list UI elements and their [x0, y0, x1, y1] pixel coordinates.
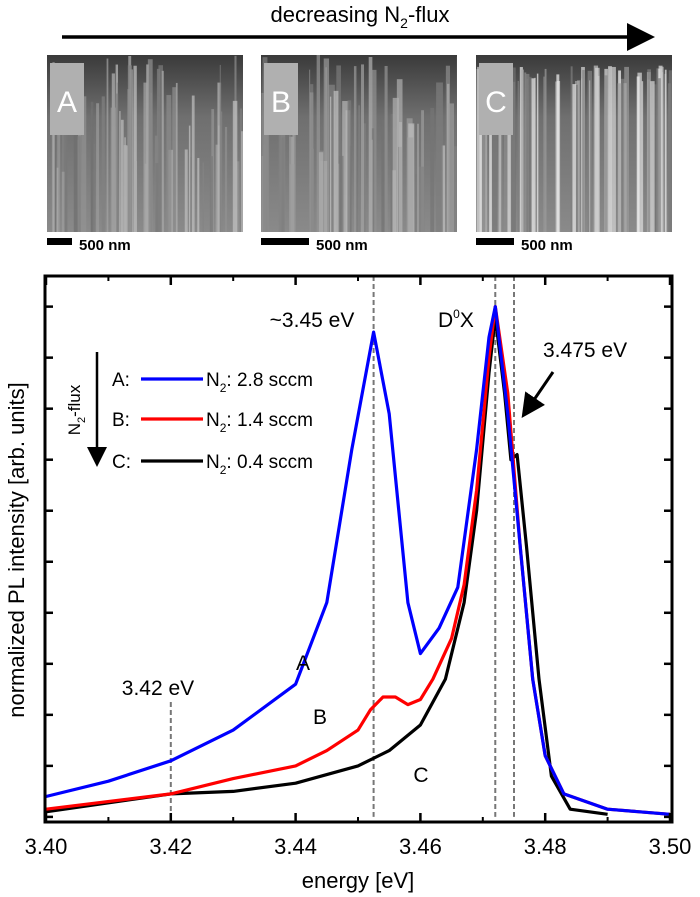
sem-image-c: C 500 nm	[476, 55, 672, 254]
pl-spectrum-plot: A B C 3.40 3.42 3.44 3.46 3.48 3.50 energy [eV] no…	[4, 274, 692, 893]
legend-key: C:	[112, 452, 131, 473]
figure-title: decreasing N2-flux	[271, 2, 450, 31]
scale-bar-label: 500 nm	[316, 237, 368, 254]
scale-bar	[261, 238, 309, 245]
scale-bar-label: 500 nm	[521, 237, 573, 254]
x-tick-label: 3.50	[649, 834, 692, 859]
x-tick-label: 3.42	[149, 834, 192, 859]
sem-panel-label: B	[271, 86, 291, 119]
sem-image-b: B 500 nm	[261, 55, 457, 254]
legend-label: N2: 2.8 sccm	[206, 370, 313, 395]
scale-bar	[47, 238, 72, 245]
curve-label-B: B	[313, 706, 327, 729]
legend-label: N2: 0.4 sccm	[206, 452, 313, 477]
x-tick-label: 3.40	[25, 834, 68, 859]
legend-entry-B: B: N2: 1.4 sccm	[112, 410, 313, 435]
series-line-B	[45, 305, 671, 816]
x-tick-label: 3.44	[274, 834, 317, 859]
x-axis-label: energy [eV]	[302, 868, 415, 893]
sem-panel-label: C	[485, 86, 507, 119]
legend-entry-C: C: N2: 0.4 sccm	[112, 452, 313, 477]
annotation-342: 3.42 eV	[122, 677, 194, 700]
legend-key: B:	[112, 410, 130, 431]
scale-bar-label: 500 nm	[79, 237, 131, 254]
series-line-C	[45, 315, 608, 816]
annotation-peak-345: ~3.45 eV	[270, 309, 355, 332]
annotation-shoulder: 3.475 eV	[543, 339, 627, 362]
legend-entry-A: A: N2: 2.8 sccm	[112, 370, 313, 395]
legend-label: N2: 1.4 sccm	[206, 410, 313, 435]
y-axis-label: normalized PL intensity [arb. units]	[4, 382, 29, 717]
scale-bar	[476, 238, 514, 245]
x-tick-label: 3.48	[524, 834, 567, 859]
legend-arrow-label: N2-flux	[65, 384, 88, 435]
sem-image-a: A 500 nm	[47, 55, 243, 254]
curve-label-A: A	[296, 652, 310, 675]
x-tick-label: 3.46	[399, 834, 442, 859]
series-line-A	[45, 305, 671, 816]
legend: N2-flux A: N2: 2.8 sccm B: N2: 1.4 sccm C: N2…	[65, 352, 313, 477]
annotation-d0x: D0X	[438, 307, 474, 332]
legend-key: A:	[112, 370, 130, 391]
curve-label-C: C	[413, 764, 428, 787]
sem-panel-label: A	[57, 86, 77, 119]
shoulder-arrow	[521, 371, 555, 418]
